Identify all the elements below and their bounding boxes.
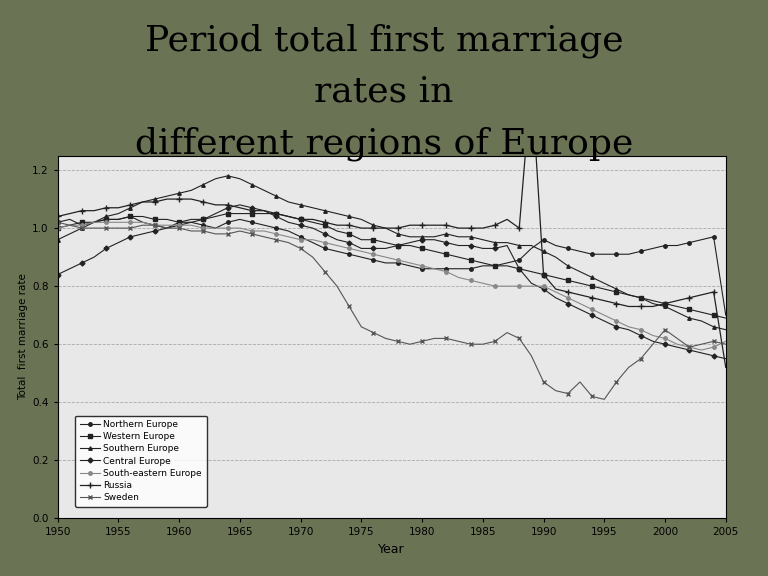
Western Europe <box>442 251 451 257</box>
Sweden <box>600 396 609 403</box>
Sweden <box>490 338 499 345</box>
South-eastern Europe <box>89 219 98 226</box>
Southern Europe <box>65 230 74 237</box>
Russia <box>466 225 475 232</box>
South-eastern Europe <box>65 222 74 229</box>
Line: Southern Europe: Southern Europe <box>56 174 727 331</box>
Central Europe <box>575 306 584 313</box>
Russia <box>429 222 439 229</box>
Northern Europe <box>575 248 584 255</box>
Central Europe <box>65 266 74 272</box>
Western Europe <box>721 314 730 321</box>
Line: South-eastern Europe: South-eastern Europe <box>56 221 727 352</box>
Russia <box>490 222 499 229</box>
Line: Northern Europe: Northern Europe <box>56 215 727 317</box>
Northern Europe <box>478 263 488 270</box>
Legend: Northern Europe, Western Europe, Southern Europe, Central Europe, South-eastern : Northern Europe, Western Europe, Souther… <box>75 416 207 507</box>
Sweden <box>563 390 572 397</box>
South-eastern Europe <box>53 225 62 232</box>
Northern Europe <box>126 213 135 220</box>
Russia <box>527 77 536 84</box>
Russia <box>575 291 584 298</box>
Sweden <box>296 245 305 252</box>
Text: ← 1.508: ← 1.508 <box>0 575 1 576</box>
X-axis label: Year: Year <box>379 543 405 556</box>
Central Europe <box>721 355 730 362</box>
Line: Western Europe: Western Europe <box>56 212 727 320</box>
Sweden <box>466 341 475 348</box>
Western Europe <box>65 222 74 229</box>
Text: different regions of Europe: different regions of Europe <box>135 127 633 161</box>
Russia <box>65 210 74 217</box>
Northern Europe <box>502 259 511 266</box>
South-eastern Europe <box>442 268 451 275</box>
Northern Europe <box>65 216 74 223</box>
Line: Russia: Russia <box>55 78 729 370</box>
Central Europe <box>502 242 511 249</box>
Central Europe <box>442 239 451 246</box>
Western Europe <box>308 219 317 226</box>
Central Europe <box>53 271 62 278</box>
Sweden <box>429 335 439 342</box>
South-eastern Europe <box>308 236 317 243</box>
Sweden <box>53 219 62 226</box>
Southern Europe <box>308 204 317 211</box>
Line: Sweden: Sweden <box>55 220 728 402</box>
Southern Europe <box>478 236 488 243</box>
Southern Europe <box>721 326 730 333</box>
Western Europe <box>478 259 488 266</box>
Southern Europe <box>502 239 511 246</box>
Y-axis label: Total  first marriage rate: Total first marriage rate <box>18 274 28 400</box>
Southern Europe <box>223 172 232 179</box>
Central Europe <box>235 202 244 209</box>
Southern Europe <box>442 230 451 237</box>
Russia <box>296 216 305 223</box>
Western Europe <box>502 263 511 270</box>
Northern Europe <box>721 312 730 319</box>
Western Europe <box>575 280 584 287</box>
Western Europe <box>53 225 62 232</box>
Sweden <box>721 341 730 348</box>
Text: rates in: rates in <box>314 75 454 109</box>
South-eastern Europe <box>721 338 730 345</box>
Southern Europe <box>575 268 584 275</box>
Southern Europe <box>53 236 62 243</box>
Russia <box>53 213 62 220</box>
Sweden <box>65 222 74 229</box>
South-eastern Europe <box>478 280 488 287</box>
Northern Europe <box>53 219 62 226</box>
Text: Period total first marriage: Period total first marriage <box>144 23 624 58</box>
Line: Central Europe: Central Europe <box>56 203 727 361</box>
Northern Europe <box>442 266 451 272</box>
Northern Europe <box>308 239 317 246</box>
Central Europe <box>478 245 488 252</box>
South-eastern Europe <box>502 283 511 290</box>
Russia <box>721 364 730 371</box>
South-eastern Europe <box>575 300 584 307</box>
Central Europe <box>308 225 317 232</box>
South-eastern Europe <box>697 347 706 354</box>
Western Europe <box>223 210 232 217</box>
